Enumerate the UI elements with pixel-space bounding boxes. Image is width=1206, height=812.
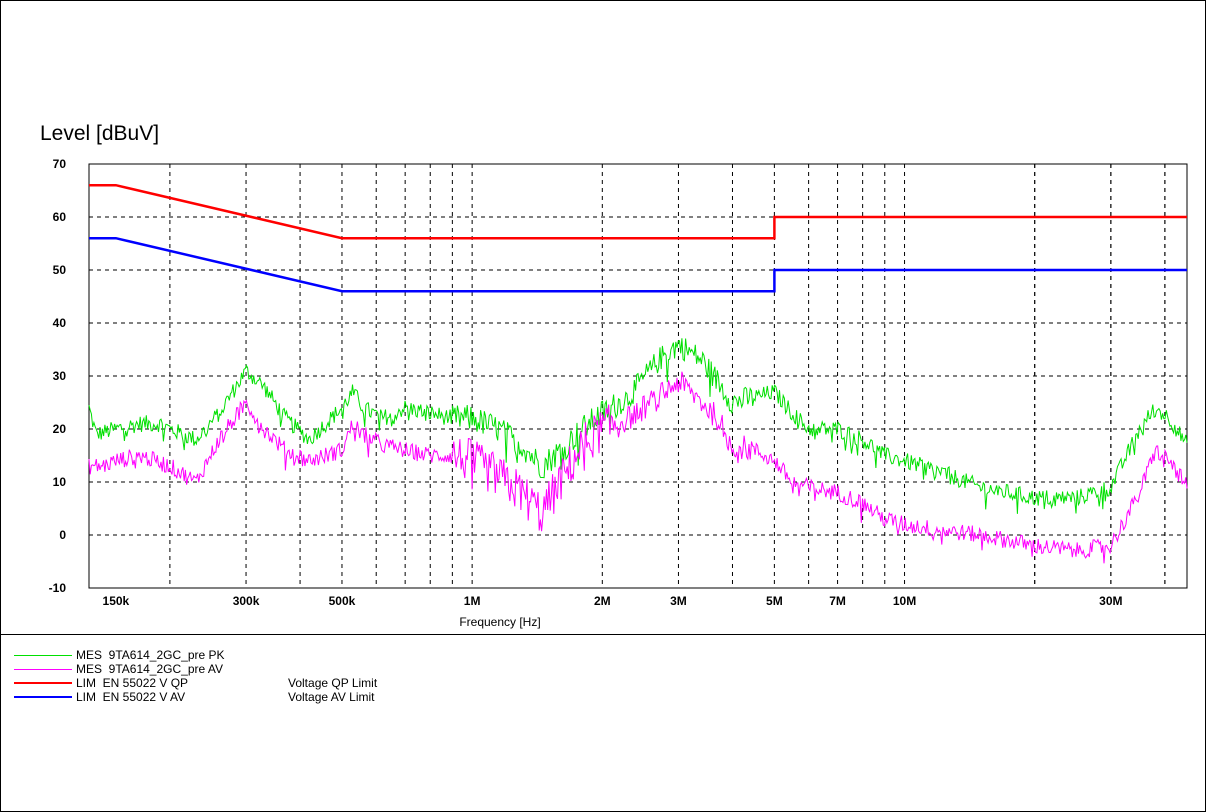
- series-line-pk: [88, 338, 1188, 514]
- legend-swatch-qp-limit: [14, 682, 72, 684]
- y-tick-label: 20: [53, 422, 67, 436]
- legend-desc-av-limit: Voltage AV Limit: [288, 690, 375, 704]
- series-line-av-limit: [89, 236, 1187, 293]
- y-tick-label: 70: [53, 157, 67, 171]
- legend-label-qp-limit: LIM EN 55022 V QP: [76, 676, 189, 690]
- y-tick-label: -10: [49, 581, 67, 595]
- y-tick-label: 60: [53, 210, 67, 224]
- tick-labels: 70 60 50 40 30 20 10 0 -10 150k 300k 500k 1M 2M 3M 5M 7M…: [49, 157, 1123, 608]
- x-tick-label: 5M: [766, 594, 783, 608]
- y-axis-label: Level [dBuV]: [40, 122, 159, 145]
- y-tick-label: 0: [59, 528, 66, 542]
- x-tick-label: 10M: [893, 594, 916, 608]
- legend-label-av-limit: LIM EN 55022 V AV: [76, 690, 186, 704]
- legend-swatch-av-limit: [14, 696, 72, 698]
- legend-label-pk: MES 9TA614_2GC_pre PK: [76, 648, 225, 662]
- y-tick-label: 30: [53, 369, 67, 383]
- legend-divider: [0, 634, 1206, 635]
- legend: MES 9TA614_2GC_pre PK MES 9TA614_2GC_pre…: [14, 648, 377, 704]
- legend-desc-qp-limit: Voltage QP Limit: [288, 676, 378, 690]
- y-tick-label: 40: [53, 316, 67, 330]
- emission-chart: 70 60 50 40 30 20 10 0 -10 150k 300k 500k 1M 2M 3M 5M 7M…: [40, 122, 1188, 629]
- x-tick-label: 2M: [594, 594, 611, 608]
- chart-grid: [88, 163, 1188, 589]
- series-layer: [88, 183, 1188, 564]
- x-tick-label: 7M: [829, 594, 846, 608]
- series-line-qp-limit: [89, 183, 1187, 240]
- y-tick-label: 10: [53, 475, 67, 489]
- x-tick-label: 150k: [103, 594, 130, 608]
- legend-item-qp-limit: LIM EN 55022 V QP Voltage QP Limit: [14, 676, 377, 690]
- y-tick-label: 50: [53, 263, 67, 277]
- x-tick-label: 500k: [329, 594, 356, 608]
- x-axis-label: Frequency [Hz]: [459, 615, 540, 629]
- legend-swatch-av-measure: [14, 669, 72, 670]
- x-tick-label: 1M: [464, 594, 481, 608]
- x-tick-label: 3M: [670, 594, 687, 608]
- series-line-av-measure: [88, 371, 1188, 564]
- x-tick-label: 30M: [1099, 594, 1122, 608]
- legend-item-av-limit: LIM EN 55022 V AV Voltage AV Limit: [14, 690, 375, 704]
- legend-item-pk: MES 9TA614_2GC_pre PK: [14, 648, 225, 662]
- legend-item-av-measure: MES 9TA614_2GC_pre AV: [14, 662, 223, 676]
- x-tick-label: 300k: [233, 594, 260, 608]
- legend-swatch-pk: [14, 655, 72, 656]
- legend-label-av-measure: MES 9TA614_2GC_pre AV: [76, 662, 223, 676]
